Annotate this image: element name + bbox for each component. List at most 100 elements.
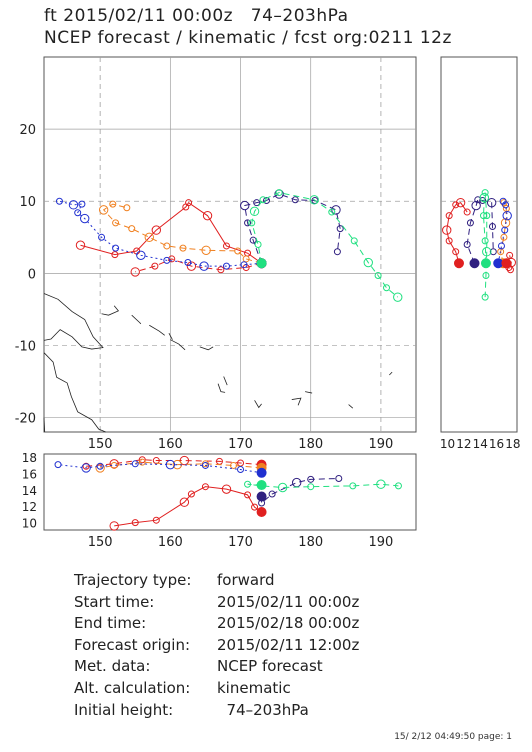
coastline [170,339,186,351]
map-trajectory-navy-point [249,236,257,244]
side-trajectory-red-point [442,225,452,235]
chart-title-line2: NCEP forecast / kinematic / fcst org:021… [44,28,452,48]
map-trajectory-green-point [363,257,373,268]
map-trajectory-green-point [393,292,403,302]
map-trajectory-green-point [328,208,336,216]
side-trajectory-blue-start-point [493,258,504,269]
side-trajectory-navy-point [479,197,487,205]
height-trajectory-blue-point [54,461,62,469]
height-trajectory-green-point [244,480,252,488]
map-trajectory-navy-point [333,248,341,256]
height-trajectory-green-point [277,482,288,493]
map-trajectory-orange-line [102,203,262,264]
height-trajectory-green-point [376,479,386,489]
info-value: 2015/02/18 00:00z [217,614,360,633]
height-trajectory-red-point [201,483,209,491]
map-xtick-label: 170 [228,437,253,452]
map-trajectory-red-point [222,242,230,250]
map-trajectory-navy-point [262,197,270,205]
side-xtick-label: 18 [505,437,520,451]
side-trajectory-blue-point [499,197,507,205]
map-trajectory-orange-point [128,225,136,233]
side-trajectory-green-line [482,192,488,298]
height-xtick-label: 190 [368,535,393,550]
height-trajectory-red-line [114,486,262,527]
map-trajectory-orange-point [234,247,242,255]
side-trajectory-green-point [482,247,492,257]
side-trajectory-navy-point [486,197,497,208]
coastline [43,417,46,433]
info-label: Met. data: [74,657,151,676]
map-trajectory-red-point [202,210,213,221]
side-trajectory-blue-point [502,210,512,221]
map-trajectory-blue-point [78,200,86,208]
height-trajectory-green-point [394,482,402,490]
map-ytick-label: -10 [15,339,36,354]
info-label: Trajectory type: [74,571,192,589]
coastline [101,305,120,316]
side-trajectory-green-point [481,293,489,301]
height-trajectory-green-line [247,483,399,489]
height-trajectory-red-point [244,491,252,499]
map-ytick-label: 0 [28,267,36,282]
info-label: Alt. calculation: [74,678,191,697]
coastline [254,400,262,409]
height-trajectory-red-point [179,497,190,507]
coastline [131,314,142,325]
height-trajectory-red-point [187,490,195,498]
side-trajectory-navy-point [463,241,471,248]
height-trajectory-red-point [221,484,232,494]
map-trajectory-green-point [259,196,267,204]
height-trajectory-red-point [131,519,139,527]
height-trajectory-red-point [251,503,259,511]
side-trajectory-orange-line [500,202,507,264]
side-trajectory-red-start-point [501,258,512,269]
map-trajectory-orange-point [98,205,109,215]
info-row: Forecast origin: 2015/02/11 12:00z [74,635,359,657]
info-label: Start time: [74,592,155,611]
info-value: 74–203hPa [217,700,309,719]
info-label: Initial height: [74,700,174,719]
map-trajectory-orange-point [179,244,187,252]
side-trajectory-red-point [445,212,453,220]
height-trajectory-blue-point [165,459,176,470]
height-trajectory-navy-point [291,477,302,488]
info-value: 2015/02/11 12:00z [217,635,360,654]
map-trajectory-orange-point [201,245,211,255]
side-trajectory-red-point [445,237,453,245]
map-trajectory-red-point [168,255,176,263]
info-value: kinematic [217,678,291,697]
map-trajectory-navy-point [291,196,299,204]
height-ytick-label: 12 [22,500,37,514]
side-trajectory-navy-point [488,222,496,230]
info-label: End time: [74,614,147,633]
side-xtick-label: 14 [473,437,488,451]
info-block: Trajectory type: forward Start time: 2015/… [74,570,359,721]
height-trajectory-navy-point [307,475,315,483]
page-footer: 15/ 2/12 04:49:50 page: 1 [394,732,512,742]
info-row: Trajectory type: forward [74,570,359,592]
height-trajectory-orange-point [230,461,238,469]
coastline [149,324,165,336]
coastline [223,376,228,386]
side-trajectory-orange-point [500,233,508,241]
side-trajectory-green-point [481,189,489,197]
map-trajectory-red-point [130,267,140,277]
height-trajectory-navy-start-point [256,491,267,502]
map-trajectory-red-point [151,262,159,270]
side-trajectory-green-start-point [480,258,491,269]
height-trajectory-green-point [349,482,357,490]
map-trajectory-blue-point [184,259,192,267]
side-trajectory-red-point [455,197,466,208]
side-trajectory-orange-point [500,199,508,207]
side-trajectory-red-point [463,208,471,216]
height-xtick-label: 180 [298,535,323,550]
coastline [217,383,226,393]
map-trajectory-orange-point [144,232,154,242]
map-xtick-label: 150 [88,437,113,452]
map-trajectory-green-line [251,192,399,298]
map-trajectory-blue-point [80,213,90,224]
height-trajectory-blue-point [237,466,245,474]
map-trajectory-green-point [248,219,256,227]
